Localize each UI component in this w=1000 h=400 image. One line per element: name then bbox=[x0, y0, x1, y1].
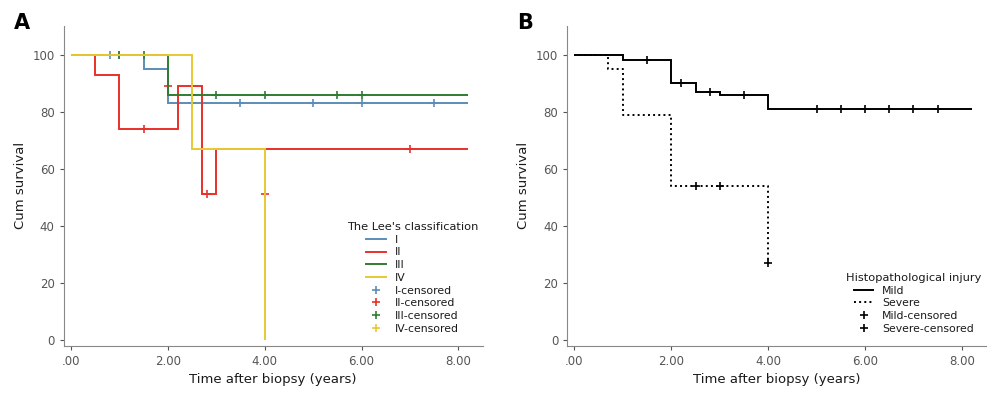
Y-axis label: Cum survival: Cum survival bbox=[517, 142, 530, 230]
X-axis label: Time after biopsy (years): Time after biopsy (years) bbox=[693, 373, 860, 386]
Legend: I, II, III, IV, I-censored, II-censored, III-censored, IV-censored: I, II, III, IV, I-censored, II-censored,… bbox=[344, 219, 481, 337]
Text: B: B bbox=[517, 14, 533, 34]
Y-axis label: Cum survival: Cum survival bbox=[14, 142, 27, 230]
Text: A: A bbox=[13, 14, 30, 34]
Legend: Mild, Severe, Mild-censored, Severe-censored: Mild, Severe, Mild-censored, Severe-cens… bbox=[843, 270, 985, 337]
X-axis label: Time after biopsy (years): Time after biopsy (years) bbox=[189, 373, 357, 386]
